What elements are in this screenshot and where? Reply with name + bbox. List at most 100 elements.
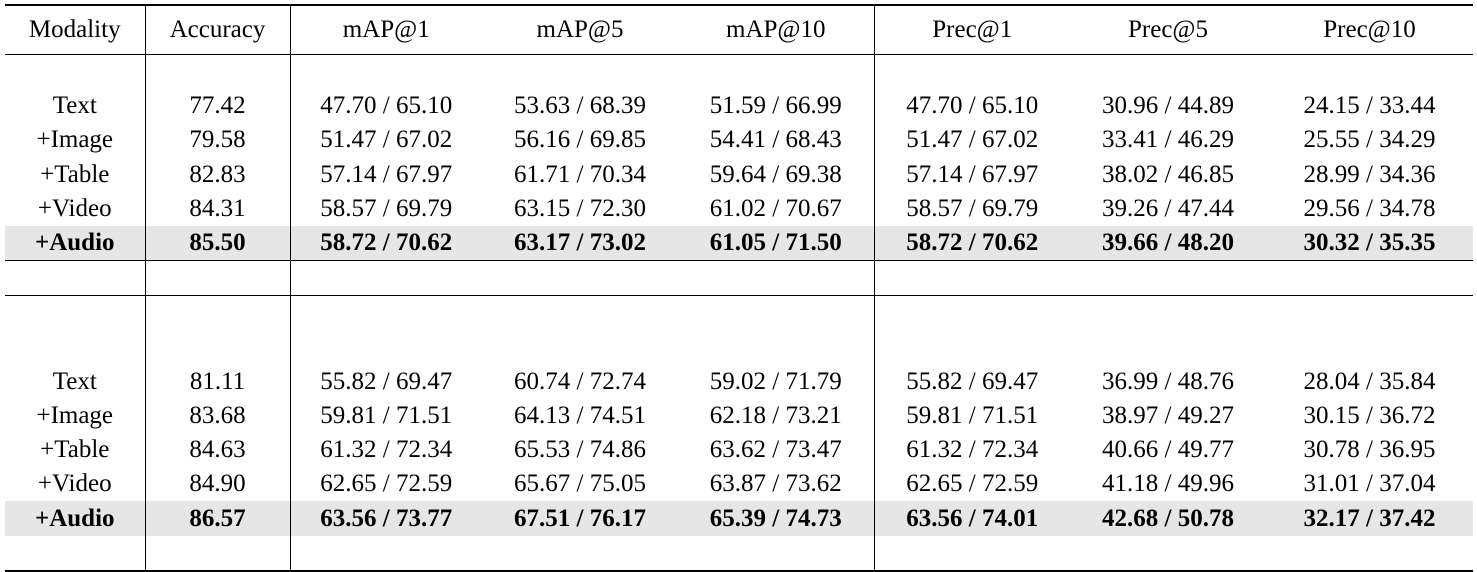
bottom-rule (5, 535, 1473, 572)
table-row: +Video 84.31 58.57 / 69.79 63.15 / 72.30 61.… (5, 191, 1473, 226)
section-rule-cell (5, 260, 146, 296)
section-rule-double-cell (874, 295, 1070, 331)
header-row: Modality Accuracy mAP@1 mAP@5 mAP@10 Pre… (5, 4, 1473, 55)
prec5-cell: 39.66 / 48.20 (1070, 225, 1266, 261)
header-modality: Modality (5, 4, 146, 55)
section-padding-cell (145, 54, 291, 90)
section-padding-cell (1266, 331, 1473, 365)
map5-cell: 56.16 / 69.85 (514, 126, 646, 154)
map1-cell: 63.56 / 73.77 (290, 501, 482, 536)
map1-cell: 58.72 / 70.62 (290, 225, 482, 261)
section-rule-cell (874, 260, 1070, 296)
modality-cell: +Video (5, 191, 146, 226)
prec5-cell: 41.18 / 49.96 (1102, 470, 1234, 498)
prec10-cell: 31.01 / 37.04 (1303, 470, 1436, 498)
accuracy-cell: 81.11 (145, 364, 291, 399)
section-rule-double-cell (482, 295, 678, 331)
section-rule-cell (482, 260, 678, 296)
section-rule-double-cell (5, 295, 146, 331)
map10-cell: 51.59 / 66.99 (678, 89, 875, 124)
modality-cell: +Table (5, 157, 146, 192)
section-padding-cell (5, 330, 146, 365)
accuracy-cell: 84.63 (145, 433, 291, 468)
bottom-rule-cell (145, 535, 291, 572)
accuracy-cell: 84.31 (145, 191, 291, 226)
section-rule-cell (678, 260, 875, 296)
header-prec5: Prec@5 (1070, 4, 1266, 55)
prec5-cell: 30.96 / 44.89 (1102, 92, 1234, 120)
bottom-rule-cell (874, 535, 1070, 572)
map10-cell: 61.05 / 71.50 (678, 225, 875, 261)
map10-cell: 62.18 / 73.21 (678, 398, 875, 434)
map5-cell: 61.71 / 70.34 (514, 160, 646, 188)
section-padding (5, 54, 1473, 90)
section-padding-cell (5, 54, 146, 90)
map5-cell: 65.67 / 75.05 (514, 470, 646, 498)
header-map5: mAP@5 (482, 4, 678, 55)
map10-cell: 61.02 / 70.67 (678, 191, 875, 226)
results-table: Modality Accuracy mAP@1 mAP@5 mAP@10 Pre… (5, 4, 1473, 572)
header-map10: mAP@10 (678, 4, 875, 55)
accuracy-cell: 77.42 (145, 89, 291, 124)
table-row: +Image 79.58 51.47 / 67.02 56.16 / 69.85 54.… (5, 123, 1473, 158)
modality-cell: Text (5, 364, 146, 399)
bottom-rule-cell (678, 535, 875, 572)
map1-cell: 55.82 / 69.47 (320, 367, 453, 395)
section-padding-cell (145, 330, 291, 365)
prec1-cell: 63.56 / 74.01 (874, 501, 1070, 536)
map5-cell: 63.15 / 72.30 (514, 194, 646, 222)
section-padding-cell (290, 55, 482, 90)
prec5-cell: 38.97 / 49.27 (1102, 401, 1234, 429)
section-padding-cell (1266, 55, 1473, 90)
map1-cell: 62.65 / 72.59 (320, 470, 453, 498)
section-rule-double-cell (1070, 295, 1266, 331)
prec1-cell: 62.65 / 72.59 (906, 470, 1039, 498)
map1-cell: 47.70 / 65.10 (320, 92, 453, 120)
prec5-cell: 40.66 / 49.77 (1102, 436, 1234, 464)
accuracy-cell: 85.50 (145, 225, 291, 261)
bottom-rule-cell (290, 535, 482, 572)
table-row: +Image 83.68 59.81 / 71.51 64.13 / 74.51 62.… (5, 398, 1473, 434)
map5-cell: 64.13 / 74.51 (514, 401, 646, 429)
table-row: +Table 84.63 61.32 / 72.34 65.53 / 74.86 63.… (5, 433, 1473, 468)
prec1-cell: 61.32 / 72.34 (906, 436, 1039, 464)
prec10-cell: 24.15 / 33.44 (1303, 92, 1436, 120)
prec5-cell: 38.02 / 46.85 (1102, 160, 1234, 188)
prec1-cell: 58.57 / 69.79 (906, 194, 1039, 222)
bottom-rule-cell (1266, 535, 1473, 572)
prec10-cell: 28.99 / 34.36 (1303, 160, 1436, 188)
prec1-cell: 58.72 / 70.62 (874, 225, 1070, 261)
map5-cell: 65.53 / 74.86 (514, 436, 646, 464)
table-row: +Table 82.83 57.14 / 67.97 61.71 / 70.34 59.… (5, 157, 1473, 192)
prec5-cell: 36.99 / 48.76 (1102, 367, 1234, 395)
section-rule-double-cell (145, 295, 291, 331)
prec10-cell: 28.04 / 35.84 (1303, 367, 1436, 395)
section-padding-cell (1070, 331, 1266, 365)
accuracy-cell: 84.90 (145, 467, 291, 502)
section-padding-cell (1070, 55, 1266, 90)
table-body: Text 77.42 47.70 / 65.10 53.63 / 68.39 51.59… (5, 54, 1473, 572)
section-padding-cell (290, 331, 482, 365)
modality-cell: +Image (5, 398, 146, 434)
prec1-cell: 51.47 / 67.02 (906, 126, 1039, 154)
header-prec10: Prec@10 (1266, 4, 1473, 55)
section-rule-cell (1266, 260, 1473, 296)
prec10-cell: 32.17 / 37.42 (1266, 501, 1473, 536)
accuracy-cell: 79.58 (145, 123, 291, 158)
header-prec1: Prec@1 (874, 4, 1070, 55)
section-rule (5, 260, 1473, 296)
section-rule-double-cell (678, 295, 875, 331)
modality-cell: +Audio (5, 225, 146, 261)
header-accuracy: Accuracy (145, 4, 291, 55)
modality-cell: Text (5, 89, 146, 124)
accuracy-cell: 82.83 (145, 157, 291, 192)
prec1-cell: 59.81 / 71.51 (906, 401, 1039, 429)
map10-cell: 59.64 / 69.38 (678, 157, 875, 192)
map5-cell: 60.74 / 72.74 (514, 367, 646, 395)
prec5-cell: 39.26 / 47.44 (1102, 194, 1234, 222)
table-row: +Video 84.90 62.65 / 72.59 65.67 / 75.05 63.… (5, 467, 1473, 502)
bottom-rule-cell (5, 535, 146, 572)
map10-cell: 65.39 / 74.73 (678, 501, 875, 536)
map1-cell: 59.81 / 71.51 (320, 401, 453, 429)
section-padding-cell (874, 331, 1070, 365)
